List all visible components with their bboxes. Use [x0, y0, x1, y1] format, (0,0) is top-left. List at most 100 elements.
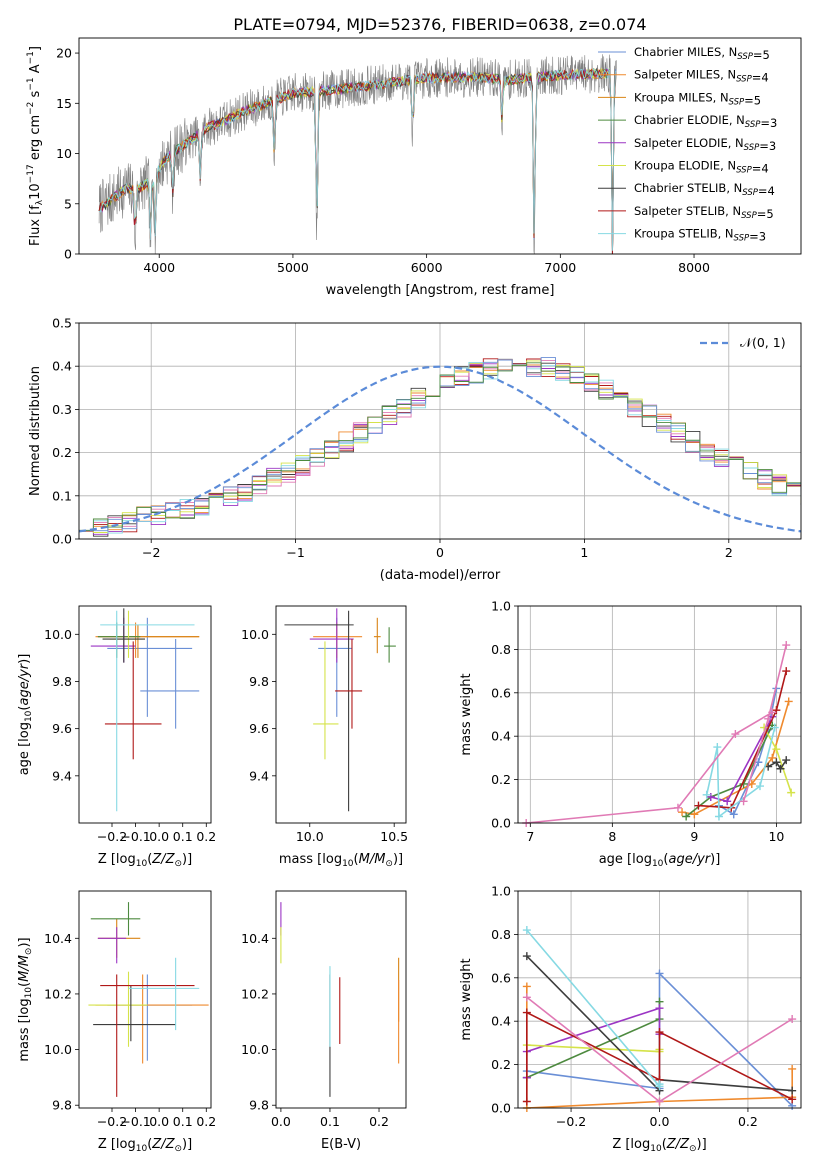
- weight-marker: [782, 641, 791, 650]
- weight-marker: [522, 1008, 531, 1017]
- y-tick-label: 9.8: [52, 1098, 72, 1113]
- x-axis-label: (data-model)/error: [380, 568, 501, 583]
- x-tick-label: 0.2: [369, 1114, 389, 1129]
- x-tick-label: 0.1: [320, 1114, 340, 1129]
- x-tick-label: 0.0: [149, 829, 169, 844]
- weight-marker: [522, 952, 531, 961]
- x-axis-label: Z [log10(Z/Z⊙)]: [98, 852, 192, 869]
- x-tick-label: 0.2: [738, 1114, 758, 1129]
- y-tick-label: 0.0: [52, 532, 72, 547]
- x-tick-label: 0.2: [196, 1114, 216, 1129]
- x-tick-label: 5000: [277, 260, 309, 275]
- x-tick-label: 10.0: [296, 829, 324, 844]
- x-tick-label: −1: [286, 545, 304, 560]
- weight-series-4: [525, 1007, 661, 1078]
- weight-marker: [714, 812, 723, 821]
- y-tick-label: 0.4: [491, 1014, 511, 1029]
- weight-marker: [655, 1004, 664, 1013]
- x-tick-label: 10.5: [380, 829, 408, 844]
- normal-distribution-curve: [79, 365, 801, 533]
- weight-marker: [768, 753, 777, 762]
- x-tick-label: 0.0: [149, 1114, 169, 1129]
- x-tick-label: 10: [768, 829, 784, 844]
- weight-marker: [782, 667, 791, 676]
- y-tick-label: 10.2: [241, 986, 269, 1001]
- y-tick-label: 9.8: [249, 1098, 269, 1113]
- legend-label: 𝒩(0, 1): [740, 335, 786, 350]
- y-axis-label: Flux [fλ10−17 erg cm−2 s−1 A−1]: [26, 46, 45, 246]
- y-axis-label: mass weight: [459, 673, 474, 755]
- y-tick-label: 9.4: [52, 768, 72, 783]
- x-axis-label: mass [log10(M/M⊙)]: [279, 852, 403, 869]
- y-axis-label: mass [log10(M/M⊙)]: [17, 937, 34, 1061]
- weight-marker: [755, 782, 764, 791]
- y-tick-label: 0.0: [491, 1101, 511, 1116]
- y-tick-label: 10.4: [44, 931, 72, 946]
- y-tick-label: 5: [64, 196, 72, 211]
- y-tick-label: 1.0: [491, 884, 511, 899]
- model-spectrum-8: [98, 68, 617, 254]
- weight-series-6: [767, 759, 787, 771]
- y-tick-label: 9.6: [52, 721, 72, 736]
- weight-marker: [776, 764, 785, 773]
- spectrum-legend: Chabrier MILES, NSSP=5 Salpeter MILES, NS…: [598, 45, 777, 244]
- weight-series-9: [742, 644, 787, 802]
- y-tick-label: 0.2: [52, 445, 72, 460]
- legend-label: Kroupa STELIB, NSSP=3: [634, 227, 766, 244]
- x-tick-label: 4000: [143, 260, 175, 275]
- x-tick-label: 9: [690, 829, 698, 844]
- y-axis-label: Normed distribution: [28, 366, 43, 496]
- weight-marker: [713, 743, 722, 752]
- x-tick-label: 0.2: [196, 829, 216, 844]
- mass-vs-metallicity-panel: −0.2−0.10.0 0.1 0.2 9.8 10.0 10.2 10.4 Z [log10…: [17, 890, 216, 1154]
- y-axis-label: age [log10(age/yr)]: [17, 654, 34, 776]
- weight-marker: [770, 723, 779, 732]
- y-tick-label: 9.8: [249, 674, 269, 689]
- legend-label: Chabrier STELIB, NSSP=4: [634, 181, 775, 198]
- weight-marker: [690, 810, 699, 819]
- weight-series-7: [698, 670, 787, 809]
- spectrum-panel: 4000 5000 6000 7000 8000 0 5 10 15 20 Chabrier MIL…: [26, 37, 802, 298]
- mass-vs-ebv-panel: 0.0 0.1 0.2 9.8 10.0 10.2 10.4 E(B-V): [241, 890, 407, 1152]
- x-tick-label: −0.2: [556, 1114, 586, 1129]
- legend-label: Chabrier ELODIE, NSSP=3: [634, 113, 777, 130]
- weight-vs-age-panel: 7 8 9 10 0.0 0.2 0.4 0.6 0.8 1.0 age [log10(age/yr…: [459, 599, 802, 869]
- y-tick-label: 0.8: [491, 927, 511, 942]
- histogram-series-3: [79, 358, 801, 533]
- figure-title: PLATE=0794, MJD=52376, FIBERID=0638, z=0…: [233, 15, 646, 34]
- histogram-series-8: [79, 357, 801, 532]
- y-tick-label: 0.8: [491, 642, 511, 657]
- axes-frame: [275, 605, 407, 824]
- y-tick-label: 0.3: [52, 402, 72, 417]
- weight-marker: [706, 792, 715, 801]
- weight-marker: [788, 1015, 797, 1024]
- x-axis-label: age [log10(age/yr)]: [599, 852, 721, 869]
- y-tick-label: 10.0: [44, 1042, 72, 1057]
- y-tick-label: 0.2: [491, 1057, 511, 1072]
- y-tick-label: 10: [56, 146, 72, 161]
- y-tick-label: 0: [64, 247, 72, 262]
- y-tick-label: 1.0: [491, 599, 511, 614]
- x-axis-label: wavelength [Angstrom, rest frame]: [326, 283, 555, 298]
- weight-marker: [764, 714, 773, 723]
- x-tick-label: 0.1: [173, 1114, 193, 1129]
- x-tick-label: 0.0: [650, 1114, 670, 1129]
- weight-marker: [694, 801, 703, 810]
- x-tick-label: 8000: [678, 260, 710, 275]
- y-tick-label: 0.2: [491, 772, 511, 787]
- x-tick-label: −2: [142, 545, 160, 560]
- weight-marker: [522, 1097, 531, 1106]
- legend-label: Chabrier MILES, NSSP=5: [634, 45, 770, 62]
- y-axis-label: mass weight: [459, 958, 474, 1040]
- y-tick-label: 0.6: [491, 970, 511, 985]
- legend-label: Kroupa ELODIE, NSSP=4: [634, 159, 769, 176]
- weight-series-10: [526, 711, 773, 823]
- weight-marker: [522, 993, 531, 1002]
- y-tick-label: 0.1: [52, 488, 72, 503]
- x-tick-label: 2: [725, 545, 733, 560]
- y-tick-label: 10.0: [44, 627, 72, 642]
- axes-frame: [517, 890, 802, 1109]
- weight-marker: [768, 708, 777, 717]
- weight-marker: [772, 706, 781, 715]
